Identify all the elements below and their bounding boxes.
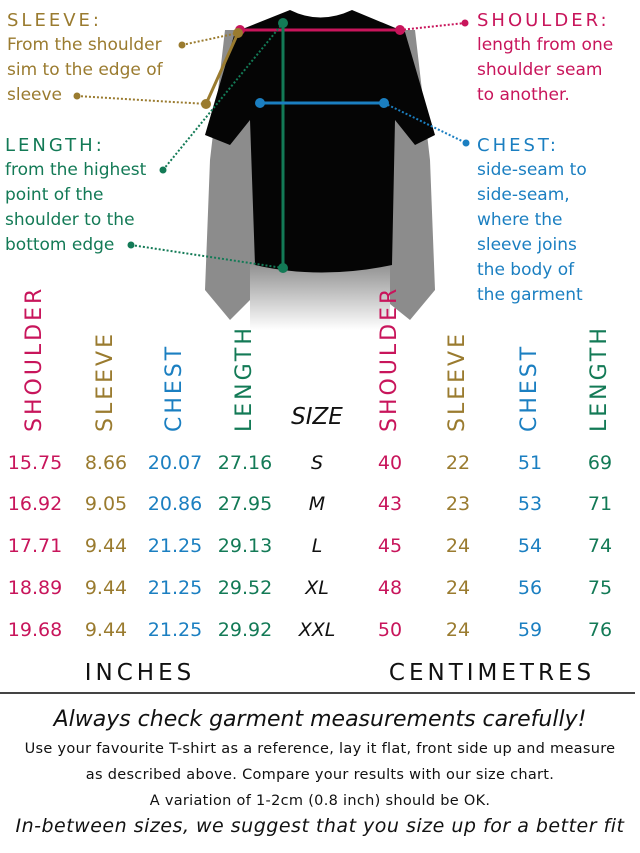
callout-line: length from one: [477, 35, 614, 55]
column-header: SLEEVE: [93, 331, 118, 432]
measurement-cell: 59: [517, 619, 543, 641]
measurement-cell: 24: [445, 535, 471, 557]
measurement-cell: 43: [377, 493, 403, 515]
column-header: SHOULDER: [22, 285, 47, 432]
sleeve-callout: SLEEVE: From the shoulder sim to the edg…: [7, 8, 163, 108]
unit-inches: INCHES: [84, 660, 196, 686]
column-header: CHEST: [162, 343, 187, 432]
tshirt: [205, 10, 435, 273]
measurement-cell: 9.44: [84, 535, 128, 557]
callout-line: sleeve: [7, 85, 63, 105]
callout-line: sim to the edge of: [7, 60, 163, 80]
measurement-cell: 22: [445, 452, 471, 474]
column-header: SIZE: [291, 404, 343, 430]
column-header: SHOULDER: [377, 285, 402, 432]
measurement-cell: 16.92: [7, 493, 63, 515]
callout-line: side-seam,: [477, 185, 570, 205]
measurement-cell: 40: [377, 452, 403, 474]
measurement-cell: 9.05: [84, 493, 128, 515]
measurement-cell: 45: [377, 535, 403, 557]
size-label: M: [308, 493, 326, 515]
measurement-cell: 24: [445, 619, 471, 641]
footer-tip: In-between sizes, we suggest that you si…: [15, 815, 625, 837]
measurement-cell: 29.92: [217, 619, 273, 641]
measurement-cell: 51: [517, 452, 543, 474]
measurement-cell: 56: [517, 577, 543, 599]
size-label: S: [310, 452, 324, 474]
measurement-cell: 23: [445, 493, 471, 515]
measurement-cell: 20.07: [147, 452, 203, 474]
measurement-cell: 9.44: [84, 577, 128, 599]
sleeve-title: SLEEVE:: [7, 10, 102, 31]
size-label: XXL: [298, 619, 336, 641]
callout-line: to another.: [477, 85, 570, 105]
measurement-cell: 71: [587, 493, 613, 515]
callout-line: the garment: [477, 285, 583, 305]
chest-title: CHEST:: [477, 135, 559, 156]
footer-line: A variation of 1-2cm (0.8 inch) should b…: [149, 793, 491, 809]
measurement-cell: 29.13: [217, 535, 273, 557]
chest-callout: CHEST: side-seam to side-seam, where the…: [477, 133, 587, 308]
length-title: LENGTH:: [5, 135, 105, 156]
measurement-cell: 15.75: [7, 452, 63, 474]
measurement-cell: 50: [377, 619, 403, 641]
measurement-cell: 17.71: [7, 535, 63, 557]
callout-line: where the: [477, 210, 563, 230]
length-callout: LENGTH: from the highest point of the sh…: [5, 133, 146, 258]
measurement-cell: 21.25: [147, 619, 203, 641]
measurement-cell: 69: [587, 452, 613, 474]
callout-line: the body of: [477, 260, 575, 280]
measurement-cell: 53: [517, 493, 543, 515]
callout-line: from the highest: [5, 160, 147, 180]
callout-line: shoulder to the: [5, 210, 135, 230]
callout-line: sleeve joins: [477, 235, 577, 255]
measurement-cell: 27.95: [217, 493, 273, 515]
measurement-cell: 19.68: [7, 619, 63, 641]
callout-line: point of the: [5, 185, 104, 205]
callout-line: bottom edge: [5, 235, 115, 255]
measurement-cell: 8.66: [84, 452, 128, 474]
size-label: XL: [305, 577, 329, 599]
callout-line: side-seam to: [477, 160, 587, 180]
measurement-cell: 9.44: [84, 619, 128, 641]
measurement-cell: 20.86: [147, 493, 203, 515]
measurement-cell: 21.25: [147, 577, 203, 599]
measurement-cell: 18.89: [7, 577, 63, 599]
measurement-cell: 29.52: [217, 577, 273, 599]
column-header: SLEEVE: [445, 331, 470, 432]
callout-line: shoulder seam: [477, 60, 603, 80]
footer-line: as described above. Compare your results…: [85, 767, 555, 783]
shoulder-title: SHOULDER:: [477, 10, 610, 31]
measurement-cell: 74: [587, 535, 613, 557]
measurement-cell: 54: [517, 535, 543, 557]
callout-line: From the shoulder: [7, 35, 162, 55]
column-header: LENGTH: [232, 325, 257, 432]
measurement-cell: 48: [377, 577, 403, 599]
footer-line: Use your favourite T-shirt as a referenc…: [24, 741, 616, 757]
shoulder-callout: SHOULDER: length from one shoulder seam …: [477, 8, 613, 108]
size-label: L: [311, 535, 323, 557]
divider: [0, 692, 635, 694]
column-header: LENGTH: [587, 325, 612, 432]
measurement-cell: 75: [587, 577, 613, 599]
measurement-cell: 76: [587, 619, 613, 641]
measurement-cell: 27.16: [217, 452, 273, 474]
unit-centimetres: CENTIMETRES: [388, 660, 596, 686]
footer-headline: Always check garment measurements carefu…: [53, 707, 587, 732]
measurement-cell: 24: [445, 577, 471, 599]
measurement-cell: 21.25: [147, 535, 203, 557]
tshirt-figure: [73, 10, 470, 330]
column-header: CHEST: [517, 343, 542, 432]
